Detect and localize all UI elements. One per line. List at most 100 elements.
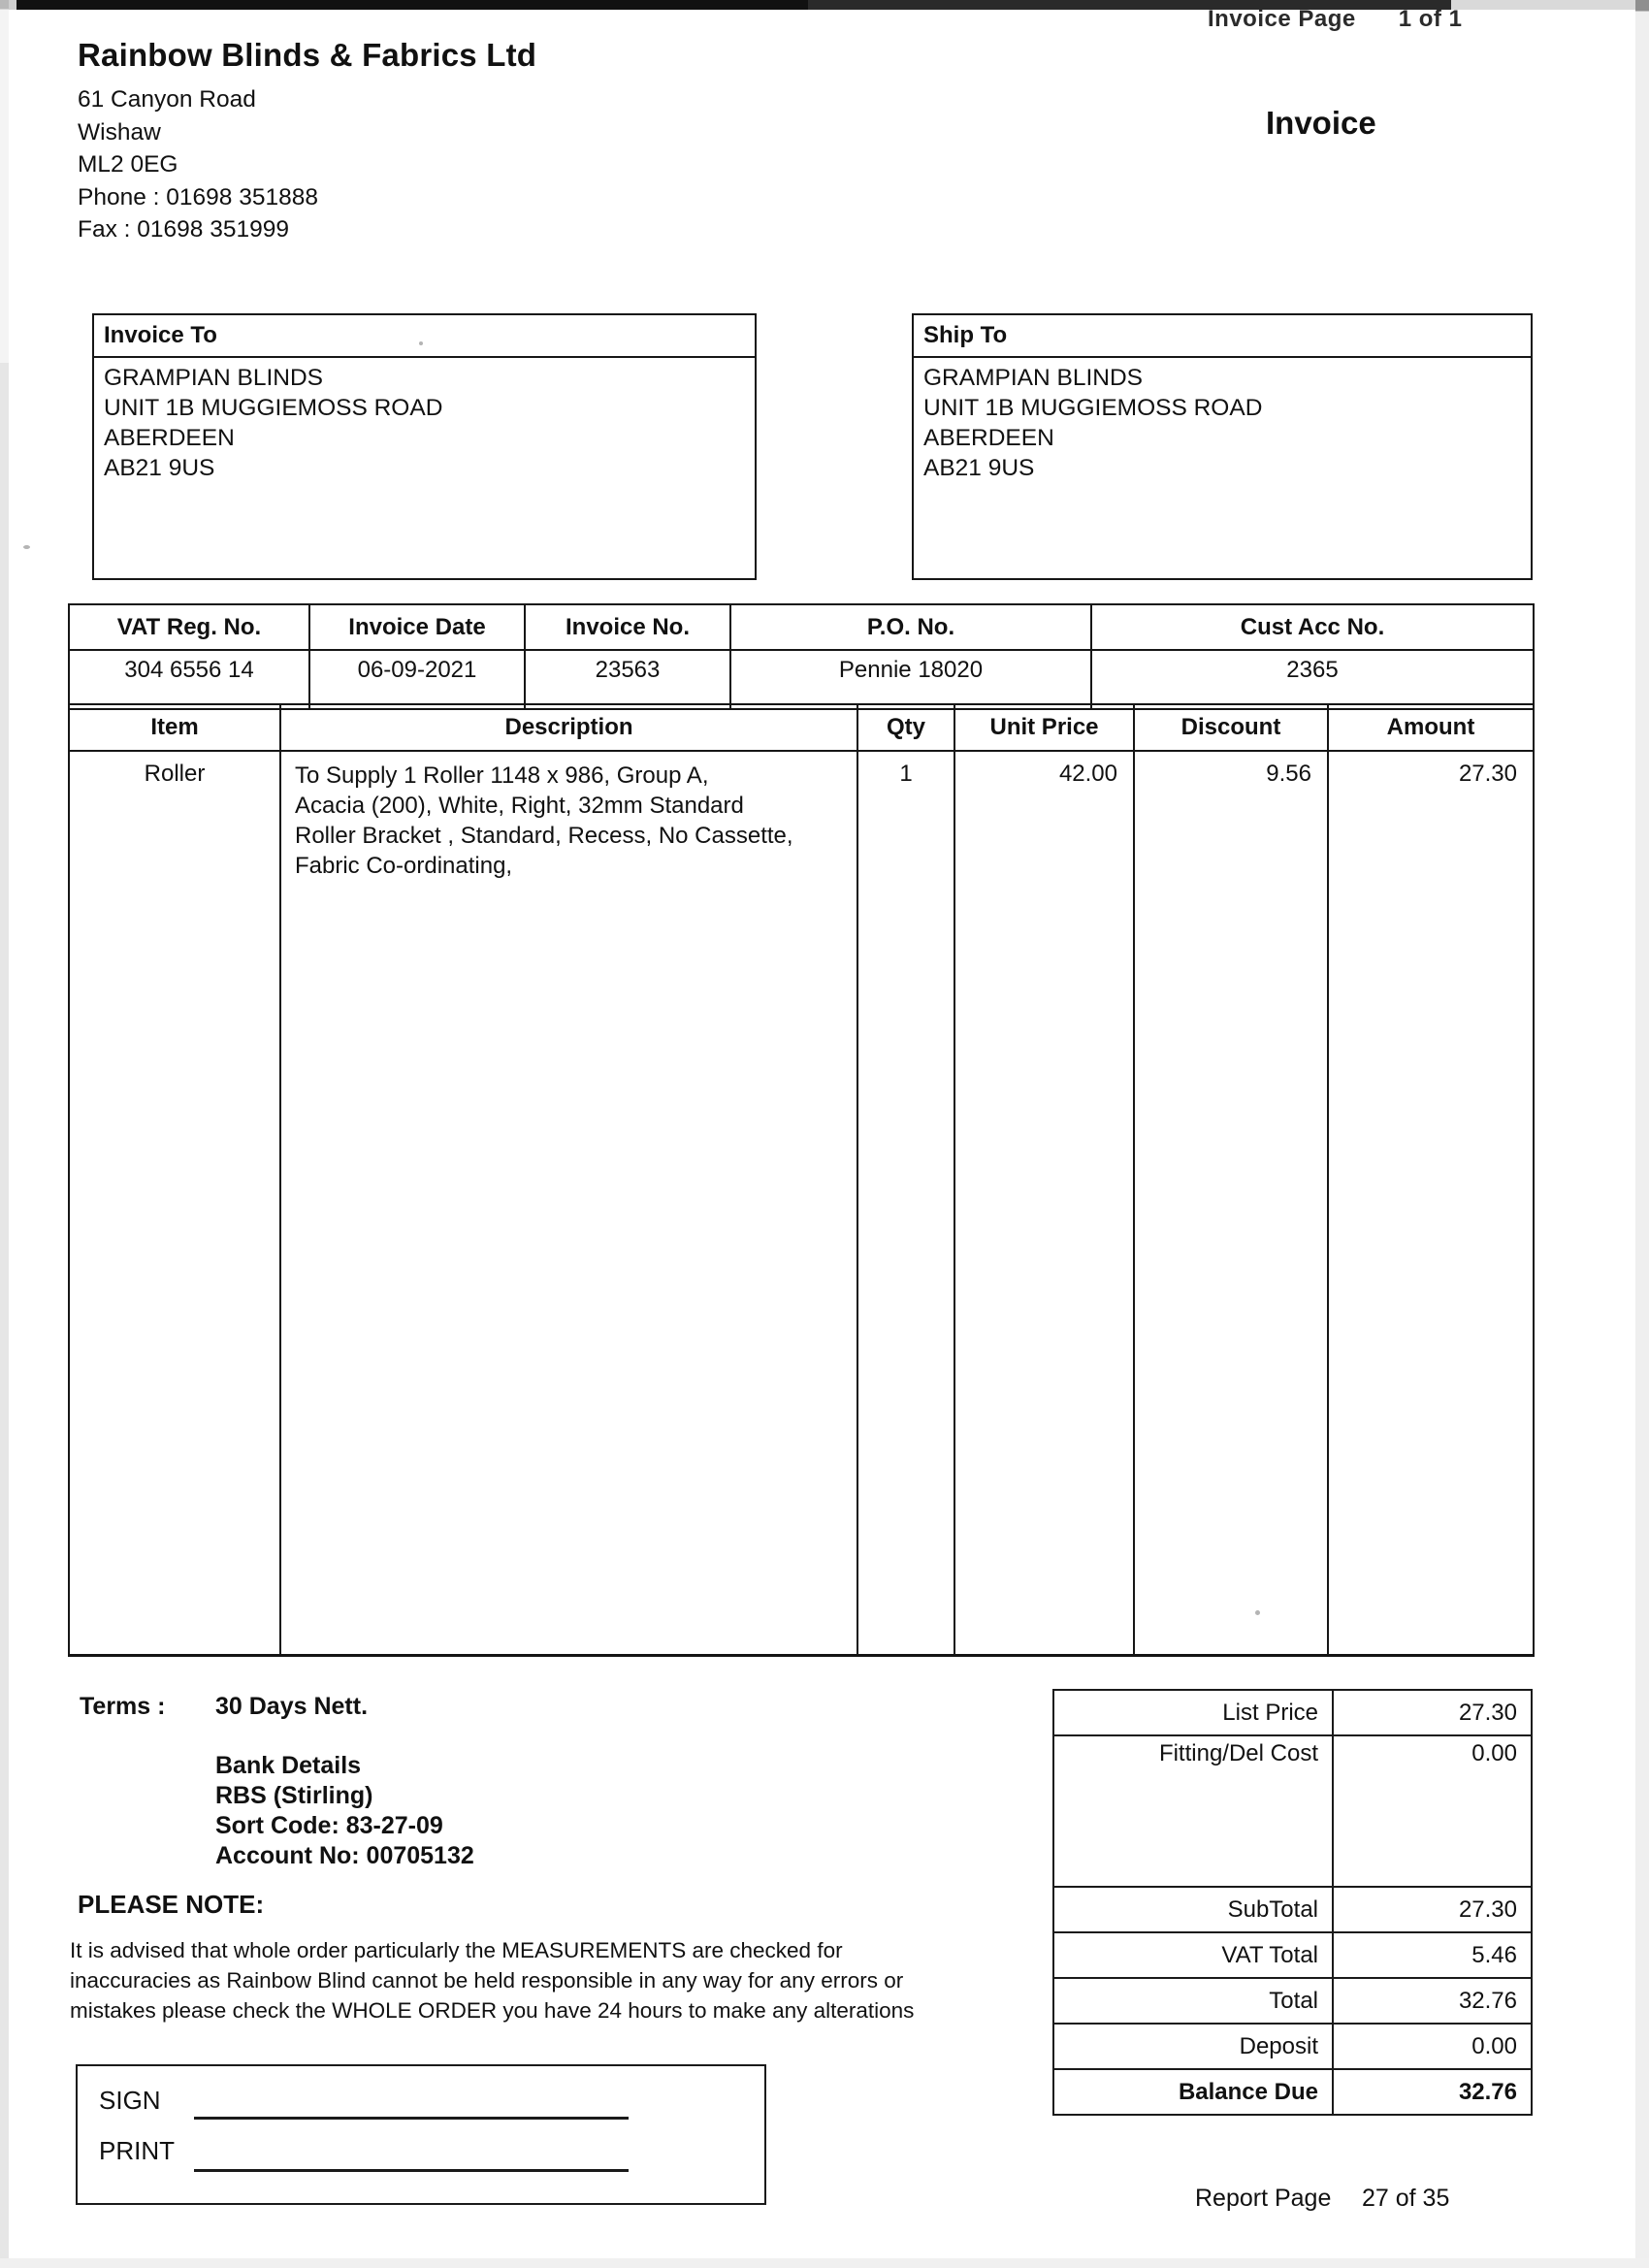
bank-details: Bank Details RBS (Stirling) Sort Code: 8… <box>215 1751 474 1871</box>
company-phone: Phone : 01698 351888 <box>78 183 318 211</box>
report-page-footer: Report Page 27 of 35 <box>1195 2185 1449 2213</box>
totals-value-subtotal: 27.30 <box>1332 1886 1533 1933</box>
scan-edge-top <box>0 0 1649 10</box>
meta-header-po-no: P.O. No. <box>729 603 1092 651</box>
please-note-body: It is advised that whole order particula… <box>70 1935 1040 2025</box>
item-cell-amount: 27.30 <box>1327 751 1535 1657</box>
bank-name: RBS (Stirling) <box>215 1782 373 1809</box>
totals-row-total: Total 32.76 <box>1052 1977 1533 2025</box>
items-header-description: Description <box>279 703 858 752</box>
sign-label: SIGN <box>99 2086 161 2115</box>
items-header-discount: Discount <box>1133 703 1329 752</box>
print-label: PRINT <box>99 2136 175 2165</box>
terms-label: Terms : <box>80 1693 166 1720</box>
invoice-meta-table: VAT Reg. No. Invoice Date Invoice No. P.… <box>68 603 1535 710</box>
meta-header-invoice-date: Invoice Date <box>308 603 526 651</box>
totals-value-list-price: 27.30 <box>1332 1689 1533 1736</box>
company-name: Rainbow Blinds & Fabrics Ltd <box>78 37 537 73</box>
invoice-to-line: UNIT 1B MUGGIEMOSS ROAD <box>104 395 443 421</box>
ship-to-address: GRAMPIAN BLINDS UNIT 1B MUGGIEMOSS ROAD … <box>914 358 1531 483</box>
table-row: Roller To Supply 1 Roller 1148 x 986, Gr… <box>68 751 1535 1657</box>
bank-details-heading: Bank Details <box>215 1752 362 1779</box>
ship-to-line: ABERDEEN <box>923 425 1054 451</box>
item-description-line: Fabric Co-ordinating, <box>295 853 513 879</box>
signature-box: SIGN PRINT <box>76 2064 766 2205</box>
meta-value-cust-acc-no: 2365 <box>1090 649 1535 710</box>
invoice-to-address: GRAMPIAN BLINDS UNIT 1B MUGGIEMOSS ROAD … <box>94 358 755 483</box>
totals-row-subtotal: SubTotal 27.30 <box>1052 1886 1533 1933</box>
item-cell-name: Roller <box>68 751 281 1657</box>
scan-edge-right <box>1635 0 1649 2268</box>
totals-label-subtotal: SubTotal <box>1052 1886 1334 1933</box>
meta-header-invoice-no: Invoice No. <box>524 603 731 651</box>
invoice-to-line: AB21 9US <box>104 455 215 481</box>
totals-value-balance-due: 32.76 <box>1332 2068 1533 2116</box>
meta-value-vat-reg: 304 6556 14 <box>68 649 310 710</box>
print-input-line[interactable] <box>194 2169 629 2172</box>
invoice-to-box: Invoice To GRAMPIAN BLINDS UNIT 1B MUGGI… <box>92 313 757 580</box>
item-cell-qty: 1 <box>857 751 955 1657</box>
items-header-item: Item <box>68 703 281 752</box>
items-header-qty: Qty <box>857 703 955 752</box>
totals-row-deposit: Deposit 0.00 <box>1052 2023 1533 2070</box>
meta-value-invoice-no: 23563 <box>524 649 731 710</box>
ship-to-line: GRAMPIAN BLINDS <box>923 365 1143 391</box>
items-header-unit-price: Unit Price <box>954 703 1135 752</box>
invoice-page-value: 1 of 1 <box>1398 6 1463 32</box>
ship-to-line: AB21 9US <box>923 455 1035 481</box>
scan-speck <box>23 545 30 549</box>
ship-to-box: Ship To GRAMPIAN BLINDS UNIT 1B MUGGIEMO… <box>912 313 1533 580</box>
totals-row-vat-total: VAT Total 5.46 <box>1052 1931 1533 1979</box>
company-address-line: ML2 0EG <box>78 151 178 178</box>
totals-value-fitting-del-cost: 0.00 <box>1332 1734 1533 1888</box>
totals-label-deposit: Deposit <box>1052 2023 1334 2070</box>
report-page-label: Report Page <box>1195 2185 1332 2212</box>
meta-header-vat-reg: VAT Reg. No. <box>68 603 310 651</box>
document-title: Invoice <box>1266 105 1376 141</box>
invoice-page-indicator: Invoice Page 1 of 1 <box>1208 6 1462 33</box>
ship-to-heading: Ship To <box>914 315 1531 358</box>
totals-row-balance-due: Balance Due 32.76 <box>1052 2068 1533 2116</box>
meta-header-cust-acc-no: Cust Acc No. <box>1090 603 1535 651</box>
item-description-line: To Supply 1 Roller 1148 x 986, Group A, <box>295 762 709 789</box>
bank-sort-code: Sort Code: 83-27-09 <box>215 1812 443 1839</box>
totals-value-vat-total: 5.46 <box>1332 1931 1533 1979</box>
report-page-value: 27 of 35 <box>1362 2185 1450 2212</box>
meta-value-row: 304 6556 14 06-09-2021 23563 Pennie 1802… <box>68 649 1535 710</box>
scan-speck <box>419 341 423 345</box>
meta-value-po-no: Pennie 18020 <box>729 649 1092 710</box>
invoice-to-line: ABERDEEN <box>104 425 235 451</box>
company-address: 61 Canyon Road Wishaw ML2 0EG Phone : 01… <box>78 83 318 246</box>
totals-label-balance-due: Balance Due <box>1052 2068 1334 2116</box>
item-description-line: Acacia (200), White, Right, 32mm Standar… <box>295 793 744 819</box>
please-note-title: PLEASE NOTE: <box>78 1890 265 1919</box>
meta-header-row: VAT Reg. No. Invoice Date Invoice No. P.… <box>68 603 1535 651</box>
invoice-page-label: Invoice Page <box>1208 6 1356 32</box>
totals-label-total: Total <box>1052 1977 1334 2025</box>
meta-value-invoice-date: 06-09-2021 <box>308 649 526 710</box>
item-cell-discount: 9.56 <box>1133 751 1329 1657</box>
scan-edge-left <box>0 0 9 2268</box>
ship-to-line: UNIT 1B MUGGIEMOSS ROAD <box>923 395 1263 421</box>
company-address-line: 61 Canyon Road <box>78 86 256 113</box>
items-header-row: Item Description Qty Unit Price Discount… <box>68 703 1535 752</box>
totals-value-total: 32.76 <box>1332 1977 1533 2025</box>
item-cell-description: To Supply 1 Roller 1148 x 986, Group A, … <box>279 751 858 1657</box>
items-header-amount: Amount <box>1327 703 1535 752</box>
totals-table: List Price 27.30 Fitting/Del Cost 0.00 S… <box>1052 1689 1533 2116</box>
totals-label-vat-total: VAT Total <box>1052 1931 1334 1979</box>
invoice-to-heading: Invoice To <box>94 315 755 358</box>
totals-row-fitting-del-cost: Fitting/Del Cost 0.00 <box>1052 1734 1533 1888</box>
terms-value: 30 Days Nett. <box>215 1693 369 1720</box>
totals-value-deposit: 0.00 <box>1332 2023 1533 2070</box>
totals-label-fitting-del-cost: Fitting/Del Cost <box>1052 1734 1334 1888</box>
scan-edge-bottom <box>0 2258 1649 2268</box>
sign-input-line[interactable] <box>194 2117 629 2120</box>
item-description-line: Roller Bracket , Standard, Recess, No Ca… <box>295 823 793 849</box>
please-note-line: inaccuracies as Rainbow Blind cannot be … <box>70 1968 904 1993</box>
please-note-line: It is advised that whole order particula… <box>70 1938 843 1962</box>
please-note-line: mistakes please check the WHOLE ORDER yo… <box>70 1998 915 2023</box>
company-address-line: Wishaw <box>78 118 161 146</box>
invoice-to-line: GRAMPIAN BLINDS <box>104 365 323 391</box>
